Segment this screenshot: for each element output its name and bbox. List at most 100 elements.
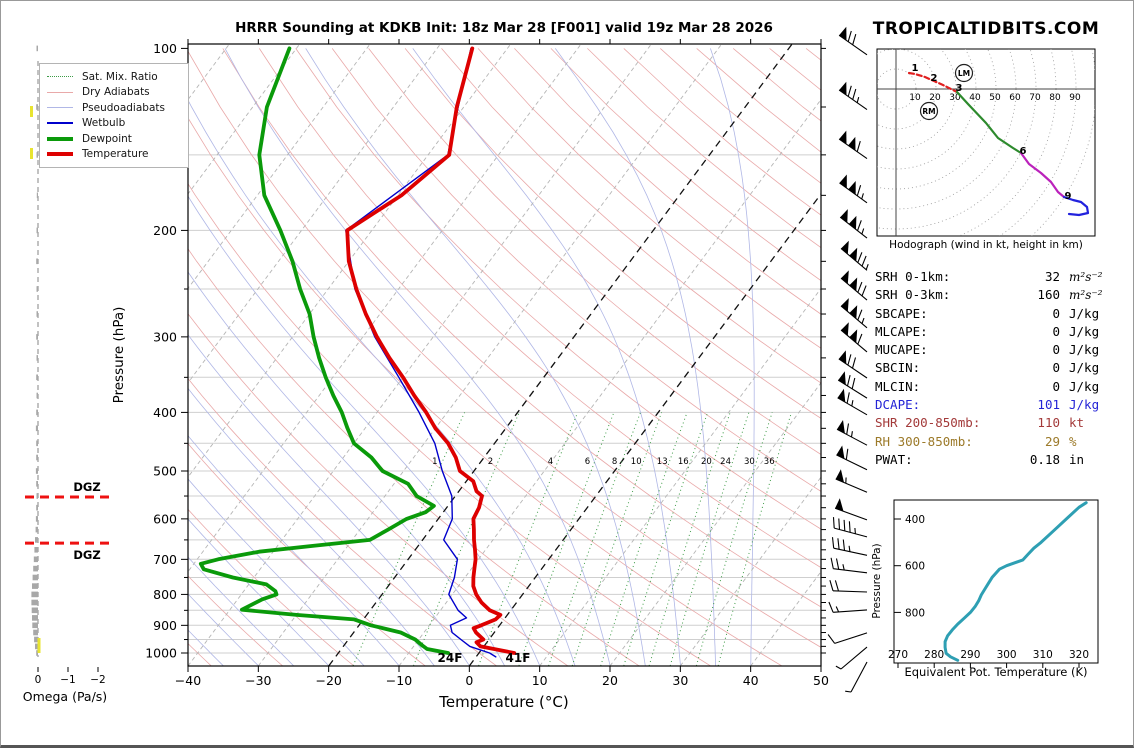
stat-row: SRH 0-3km: 160 m²s⁻² bbox=[875, 287, 1115, 305]
barb-full bbox=[847, 85, 852, 97]
omega-bar bbox=[31, 607, 38, 614]
page-title: HRRR Sounding at KDKB Init: 18z Mar 28 [… bbox=[235, 20, 773, 36]
wind-barb bbox=[840, 322, 868, 353]
stat-label: PWAT: bbox=[875, 451, 913, 467]
omega-bar bbox=[36, 392, 38, 399]
barb-half bbox=[861, 317, 865, 324]
wind-barb bbox=[835, 469, 868, 493]
barb-pennant bbox=[839, 26, 847, 41]
legend-item: Pseudoadiabats bbox=[47, 100, 180, 116]
pseudoadiabat-line bbox=[188, 556, 294, 666]
mixing-ratio-line bbox=[571, 412, 663, 666]
omega-bar bbox=[36, 311, 38, 317]
barb-staff bbox=[838, 34, 868, 56]
hodograph-ring-label: 90 bbox=[1069, 93, 1081, 103]
stat-unit: J/kg bbox=[1069, 305, 1100, 321]
barb-half bbox=[856, 96, 860, 103]
barb-staff bbox=[832, 590, 868, 593]
stat-row: MUCAPE: 0 J/kg bbox=[875, 342, 1115, 360]
wind-barb bbox=[836, 445, 868, 471]
theta-e-x-tick-label: 320 bbox=[1069, 649, 1089, 661]
barb-full bbox=[831, 537, 835, 549]
omega-bar bbox=[36, 355, 38, 361]
barb-staff bbox=[835, 478, 868, 493]
pseudoadiabat-line bbox=[188, 593, 259, 666]
hodograph-ring-label: 60 bbox=[1009, 93, 1021, 103]
wind-barb bbox=[828, 601, 868, 613]
barb-pennant bbox=[841, 298, 849, 312]
stat-value: 29 bbox=[1044, 433, 1060, 449]
barb-full bbox=[828, 601, 834, 613]
omega-bar bbox=[35, 526, 38, 533]
pressure-tick-label: 600 bbox=[153, 511, 177, 526]
stat-row: RH 300-850mb: 29% bbox=[875, 434, 1115, 452]
legend-item-label: Pseudoadiabats bbox=[82, 101, 165, 114]
mixing-ratio-label: 10 bbox=[631, 457, 642, 467]
mixing-ratio-line bbox=[548, 412, 641, 666]
barb-full bbox=[847, 30, 852, 42]
dry-adiabat-line bbox=[477, 48, 821, 349]
omega-bar bbox=[36, 45, 38, 52]
barb-pennant bbox=[841, 322, 849, 336]
barb-full bbox=[848, 521, 851, 533]
omega-bar bbox=[33, 629, 38, 636]
barb-half bbox=[850, 431, 853, 438]
legend-item-label: Temperature bbox=[82, 148, 149, 161]
omega-bar bbox=[35, 537, 38, 543]
isotherm-highlight-line bbox=[328, 44, 793, 666]
stat-row: PWAT: 0.18 in bbox=[875, 452, 1115, 470]
omega-bar bbox=[35, 643, 38, 650]
stat-label: SBCIN: bbox=[875, 360, 921, 376]
dry-adiabat-line bbox=[188, 248, 640, 666]
hodograph-ring-label: 10 bbox=[909, 93, 921, 103]
indices-panel: SRH 0-1km: 32 m²s⁻² SRH 0-3km: 160 m²s⁻² SBCAP… bbox=[875, 269, 1115, 470]
dry-adiabat-line bbox=[404, 48, 821, 419]
stat-label: RH 300-850mb: bbox=[875, 433, 973, 449]
isotherm-line bbox=[188, 44, 301, 195]
barb-full bbox=[852, 88, 857, 100]
barb-half bbox=[854, 527, 856, 534]
theta-e-x-tick-label: 290 bbox=[960, 649, 980, 661]
wind-barb-column bbox=[827, 26, 869, 693]
legend-item: Wetbulb bbox=[47, 116, 180, 132]
barb-full bbox=[861, 285, 867, 297]
dry-adiabat-line bbox=[188, 443, 426, 666]
wind-barb bbox=[840, 270, 868, 301]
storm-motion-label: LM bbox=[958, 69, 970, 78]
stat-row: SBCAPE: 0 J/kg bbox=[875, 306, 1115, 324]
dry-adiabat-line bbox=[514, 48, 821, 315]
barb-pennant bbox=[848, 181, 856, 195]
barb-staff bbox=[840, 646, 868, 670]
theta-e-pressure-title: Pressure (hPa) bbox=[871, 543, 883, 618]
hodograph-height-label: 3 bbox=[956, 83, 963, 94]
omega-bar bbox=[35, 425, 38, 432]
omega-tick-label: −1 bbox=[60, 674, 75, 686]
wind-barb bbox=[839, 174, 868, 204]
omega-bar bbox=[36, 192, 38, 199]
temp-tick-label: 30 bbox=[672, 673, 688, 688]
barb-full bbox=[857, 281, 863, 293]
pseudoadiabat-line bbox=[188, 195, 541, 666]
mixing-ratio-label: 20 bbox=[701, 457, 712, 467]
legend-swatch-solid bbox=[47, 152, 73, 157]
surface-temperature-label: 41F bbox=[506, 651, 531, 665]
theta-e-content bbox=[943, 501, 1088, 662]
stat-unit: J/kg bbox=[1069, 342, 1100, 358]
barb-full bbox=[842, 539, 846, 551]
temp-tick-label: −40 bbox=[175, 673, 201, 688]
legend-swatch-solid bbox=[47, 91, 73, 93]
temp-tick-label: 50 bbox=[813, 673, 829, 688]
isotherm-line bbox=[679, 476, 821, 666]
omega-bar bbox=[32, 615, 38, 621]
surface-dewpoint-label: 24F bbox=[438, 651, 463, 665]
barb-staff bbox=[833, 568, 868, 574]
mixing-ratio-line bbox=[623, 412, 709, 666]
barb-full bbox=[851, 377, 856, 389]
stat-unit: % bbox=[1069, 433, 1077, 449]
omega-ascent-mark bbox=[37, 638, 41, 653]
stat-unit: J/kg bbox=[1069, 397, 1100, 413]
hodograph-ring-label: 40 bbox=[969, 93, 981, 103]
omega-bar bbox=[36, 104, 38, 110]
